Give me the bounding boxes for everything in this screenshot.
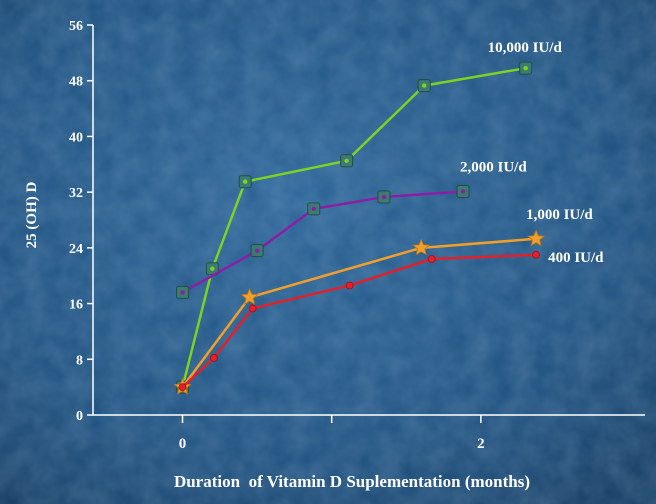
series-label: 1,000 IU/d — [526, 207, 593, 223]
data-point — [240, 287, 259, 306]
series-labels: 10,000 IU/d 2,000 IU/d 1,000 IU/d 400 IU/d — [460, 40, 604, 266]
x-tick-label: 0 — [179, 436, 187, 452]
marker-center — [523, 65, 528, 71]
series-line — [181, 253, 537, 389]
x-axis-title: Duration of Vitamin D Suplementation (mo… — [174, 472, 530, 491]
data-point — [178, 383, 187, 392]
marker-center — [344, 158, 349, 164]
marker-center — [180, 290, 185, 295]
data-point — [248, 304, 257, 313]
series-2-000-iu-d — [176, 184, 470, 299]
marker-center — [254, 248, 260, 253]
axes: 0 8 16 24 32 40 48 56 0 2 — [69, 19, 645, 452]
y-tick-label: 56 — [69, 19, 83, 34]
y-tick-label: 48 — [69, 75, 83, 90]
series-line — [181, 66, 526, 388]
data-point — [209, 353, 218, 362]
data-point — [427, 255, 436, 263]
y-tick-label: 32 — [69, 186, 83, 201]
marker-center — [242, 179, 248, 184]
data-point — [345, 281, 354, 290]
series-layer — [173, 61, 546, 395]
series-400-iu-d — [178, 250, 540, 392]
y-tick-label: 16 — [69, 298, 83, 313]
y-tick-label: 24 — [69, 242, 83, 257]
x-tick-label: 2 — [477, 436, 485, 452]
marker-center — [460, 189, 466, 194]
marker-center — [422, 83, 427, 88]
marker-center — [381, 194, 387, 200]
y-axis-title: 25 (OH) D — [24, 182, 40, 249]
y-tick-label: 8 — [76, 353, 83, 368]
data-point — [412, 238, 431, 256]
series-label: 400 IU/d — [548, 250, 604, 266]
data-point — [532, 250, 540, 259]
series-label: 10,000 IU/d — [488, 40, 563, 56]
series-line — [181, 237, 537, 388]
y-tick-label: 0 — [76, 409, 83, 424]
marker-center — [210, 266, 215, 271]
data-point — [527, 229, 546, 247]
series-label: 2,000 IU/d — [460, 159, 527, 175]
y-tick-label: 40 — [69, 130, 83, 145]
marker-center — [311, 206, 316, 212]
